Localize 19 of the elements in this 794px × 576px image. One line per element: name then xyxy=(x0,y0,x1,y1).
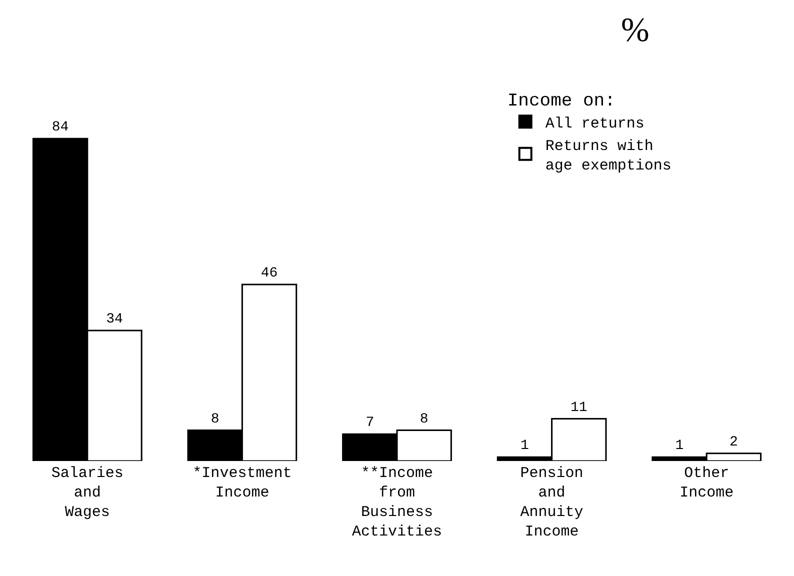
x-tick-label: *Investment Income xyxy=(192,465,292,502)
chart-title: % xyxy=(621,12,650,50)
data-label: 46 xyxy=(260,265,278,282)
data-label: 8 xyxy=(420,411,428,428)
data-label: 1 xyxy=(675,438,684,454)
legend-label: All returns xyxy=(545,115,644,132)
data-label: 84 xyxy=(52,120,69,136)
x-tick-label: **Income from Business Activities xyxy=(352,465,442,540)
data-label: 2 xyxy=(729,434,738,450)
legend-label: Returns with age exemptions xyxy=(545,138,672,174)
data-label: 1 xyxy=(520,438,529,454)
data-label: 34 xyxy=(106,312,123,328)
x-tick-label: Other Income xyxy=(680,465,734,502)
x-tick-label: Salaries and Wages xyxy=(51,465,124,521)
data-label: 8 xyxy=(210,411,220,428)
data-label: 7 xyxy=(366,415,374,432)
x-tick-label: Pension and Annuity Income xyxy=(520,465,584,540)
data-label: 11 xyxy=(570,400,588,416)
legend-title: Income on: xyxy=(507,91,616,112)
